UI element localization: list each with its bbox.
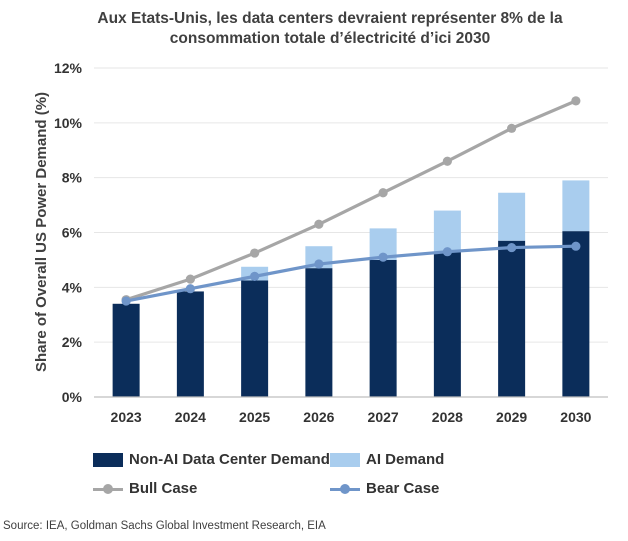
legend-item-ai: AI Demand [330,451,444,468]
point-bear [250,271,260,281]
source-note: Source: IEA, Goldman Sachs Global Invest… [3,520,326,532]
legend-label-non-ai: Non-AI Data Center Demand [129,451,330,468]
bar-non-ai [112,303,140,397]
chart-title: Aux Etats-Unis, les data centers devraie… [70,9,590,49]
x-tick-label: 2025 [239,409,270,425]
bar-non-ai [305,268,333,397]
legend-swatch-non-ai [93,452,123,467]
point-bear [507,242,517,253]
point-bull [442,156,452,166]
point-bear [571,241,581,251]
bar-ai [433,210,461,252]
line-bear [125,244,576,303]
point-bull [314,219,324,229]
bar-non-ai [369,259,397,397]
axes: 0% 2% 4% 6% 8% 10% 12% 2023 2024 2025 2026 2027 2028… [54,60,608,425]
x-tick-label: 2023 [111,409,142,425]
point-bear [185,284,195,294]
legend-swatch-bull [93,482,123,496]
x-tick-label: 2027 [368,409,399,425]
point-bear [314,259,324,269]
point-bull [507,123,517,133]
x-tick-label: 2028 [432,409,463,425]
y-tick-label: 4% [62,279,83,295]
y-tick-label: 8% [62,170,83,186]
bar-ai [498,192,526,241]
y-tick-label: 6% [62,225,83,241]
legend-label-bull: Bull Case [129,480,198,497]
legend-item-bear: Bear Case [330,480,439,497]
legend-item-non-ai: Non-AI Data Center Demand [93,451,330,468]
x-tick-label: 2026 [303,409,334,425]
chart-title-line-2: consommation totale d’électricité d’ici … [169,30,491,47]
point-bear [121,296,131,306]
legend-swatch-bear [330,482,360,496]
line-bull [125,99,577,302]
x-tick-label: 2029 [496,409,527,425]
y-tick-label: 12% [54,60,83,76]
legend-label-bear: Bear Case [366,480,440,497]
legend-label-ai: AI Demand [366,451,445,468]
point-bull [571,96,581,106]
scenario-lines [121,96,581,306]
y-axis-label: Share of Overall US Power Demand (%) [33,92,50,372]
x-tick-label: 2024 [175,409,206,425]
chart-title-line-1: Aux Etats-Unis, les data centers devraie… [97,10,563,27]
point-bear [378,252,388,262]
bar-non-ai [241,280,269,397]
y-tick-label: 2% [62,334,83,350]
bar-non-ai [176,291,204,397]
y-tick-label: 0% [62,389,83,405]
point-bear [442,247,452,257]
x-tick-label: 2030 [560,409,591,425]
point-bull [378,188,388,198]
point-bull [250,248,260,258]
point-bull [185,274,195,284]
bar-non-ai [433,251,461,397]
bars [112,180,590,397]
bar-non-ai [498,240,526,397]
grid-lines [94,67,608,343]
legend-item-bull: Bull Case [93,480,197,497]
bar-non-ai [562,231,590,397]
legend-swatch-ai [330,452,360,467]
bar-ai [562,180,590,232]
y-tick-label: 10% [54,115,83,131]
